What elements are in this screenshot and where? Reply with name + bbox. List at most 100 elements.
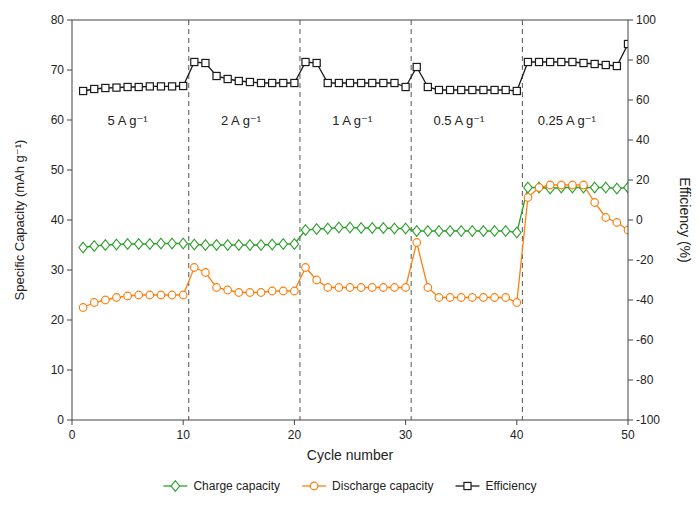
data-point <box>146 83 153 90</box>
data-point <box>90 241 98 252</box>
y-tick-label: 70 <box>51 63 65 77</box>
y-tick-label: 50 <box>51 163 65 177</box>
x-tick-label: 10 <box>177 428 191 442</box>
data-point <box>401 223 409 234</box>
data-point <box>191 264 199 272</box>
data-point <box>212 240 220 251</box>
legend-item: Charge capacity <box>163 479 280 493</box>
y-tick-label: 40 <box>51 213 65 227</box>
data-point <box>157 238 165 249</box>
data-point <box>580 59 587 66</box>
y-tick <box>67 20 72 21</box>
data-point <box>302 264 310 272</box>
legend: Charge capacity Discharge capacity Efficie… <box>163 479 536 493</box>
data-point <box>357 284 365 292</box>
data-point <box>280 287 288 295</box>
data-point <box>547 58 554 65</box>
data-point <box>102 84 109 91</box>
data-point <box>157 291 165 299</box>
data-point <box>402 83 409 90</box>
data-point <box>624 182 628 193</box>
legend-label: Discharge capacity <box>332 479 433 493</box>
data-point <box>346 79 353 86</box>
data-point <box>435 294 443 302</box>
x-tick-label: 30 <box>399 428 413 442</box>
data-point <box>224 286 232 294</box>
data-point <box>402 284 410 292</box>
legend-item: Efficiency <box>455 479 536 493</box>
data-point <box>346 284 354 292</box>
data-point <box>447 86 454 93</box>
x-tick-label: 40 <box>510 428 524 442</box>
y2-tick-label: 60 <box>636 93 650 107</box>
legend-marker <box>310 482 318 490</box>
x-tick <box>183 420 184 425</box>
y-tick <box>67 270 72 271</box>
data-point <box>446 226 454 237</box>
data-point <box>324 284 332 292</box>
rate-label: 0.5 A g⁻¹ <box>433 113 485 128</box>
data-point <box>535 184 543 192</box>
data-point <box>613 62 620 69</box>
data-point <box>380 79 387 86</box>
data-point <box>380 284 388 292</box>
data-point <box>502 294 510 302</box>
data-point <box>235 77 242 84</box>
data-point <box>480 294 488 302</box>
rate-label: 1 A g⁻¹ <box>332 113 373 128</box>
x-tick-label: 0 <box>69 428 76 442</box>
data-point <box>558 58 565 65</box>
x-tick <box>628 420 629 425</box>
data-point <box>335 222 343 233</box>
y2-tick-label: -60 <box>636 333 654 347</box>
y-tick-label: 30 <box>51 263 65 277</box>
data-point <box>268 287 276 295</box>
data-point <box>590 182 598 193</box>
data-point <box>558 181 566 189</box>
y-tick <box>67 220 72 221</box>
data-point <box>191 58 198 65</box>
x-tick-label: 50 <box>621 428 635 442</box>
data-point <box>424 284 432 292</box>
y-tick-label: 80 <box>51 13 65 27</box>
data-point <box>168 238 176 249</box>
data-point <box>313 276 321 284</box>
y-tick-label: 10 <box>51 363 65 377</box>
y-tick <box>67 70 72 71</box>
data-point <box>135 291 143 299</box>
data-point <box>369 79 376 86</box>
data-point <box>613 219 621 227</box>
data-point <box>446 294 454 302</box>
data-point <box>213 72 220 79</box>
data-point <box>524 194 532 202</box>
data-point <box>457 294 465 302</box>
data-point <box>113 84 120 91</box>
data-point <box>279 239 287 250</box>
data-point <box>235 240 243 251</box>
data-point <box>624 226 628 234</box>
y2-tick <box>628 180 633 181</box>
y2-tick-label: 100 <box>636 13 656 27</box>
divider-line <box>188 20 189 420</box>
series-0 <box>79 182 628 253</box>
y2-tick <box>628 60 633 61</box>
data-point <box>257 240 265 251</box>
rate-label: 5 A g⁻¹ <box>108 113 149 128</box>
x-tick <box>516 420 517 425</box>
data-point <box>513 227 521 238</box>
data-point <box>324 79 331 86</box>
y2-tick <box>628 140 633 141</box>
plot-area <box>79 20 628 420</box>
x-tick-label: 20 <box>288 428 302 442</box>
data-point <box>180 82 187 89</box>
data-point <box>602 182 610 193</box>
data-point <box>569 181 577 189</box>
data-point <box>468 226 476 237</box>
data-point <box>469 86 476 93</box>
data-point <box>135 83 142 90</box>
data-point <box>312 224 320 235</box>
series-line <box>83 185 628 308</box>
data-point <box>135 239 143 250</box>
data-point <box>179 291 187 299</box>
y2-tick-label: 20 <box>636 173 650 187</box>
